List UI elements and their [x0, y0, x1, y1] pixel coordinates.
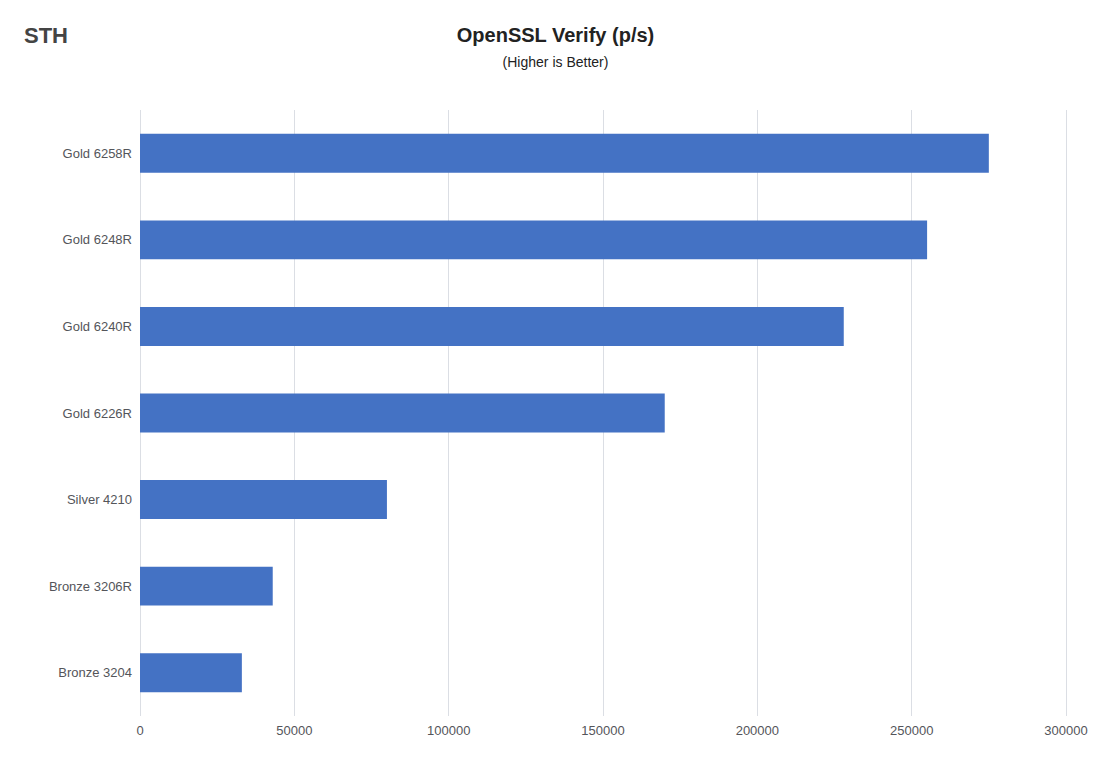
svg-text:Bronze 3206R: Bronze 3206R — [49, 579, 132, 594]
svg-text:200000: 200000 — [736, 723, 779, 738]
svg-text:300000: 300000 — [1044, 723, 1087, 738]
svg-text:150000: 150000 — [581, 723, 624, 738]
svg-text:OpenSSL Verify (p/s): OpenSSL Verify (p/s) — [457, 24, 654, 46]
svg-text:0: 0 — [136, 723, 143, 738]
svg-text:100000: 100000 — [427, 723, 470, 738]
svg-text:Bronze 3204: Bronze 3204 — [58, 665, 132, 680]
svg-text:STH: STH — [24, 23, 68, 48]
svg-text:250000: 250000 — [890, 723, 933, 738]
svg-text:Gold 6258R: Gold 6258R — [63, 146, 132, 161]
svg-text:Silver 4210: Silver 4210 — [67, 492, 132, 507]
svg-text:Gold 6226R: Gold 6226R — [63, 406, 132, 421]
svg-text:(Higher is Better): (Higher is Better) — [503, 54, 609, 70]
svg-text:Gold 6240R: Gold 6240R — [63, 319, 132, 334]
svg-text:Gold 6248R: Gold 6248R — [63, 232, 132, 247]
svg-text:50000: 50000 — [276, 723, 312, 738]
